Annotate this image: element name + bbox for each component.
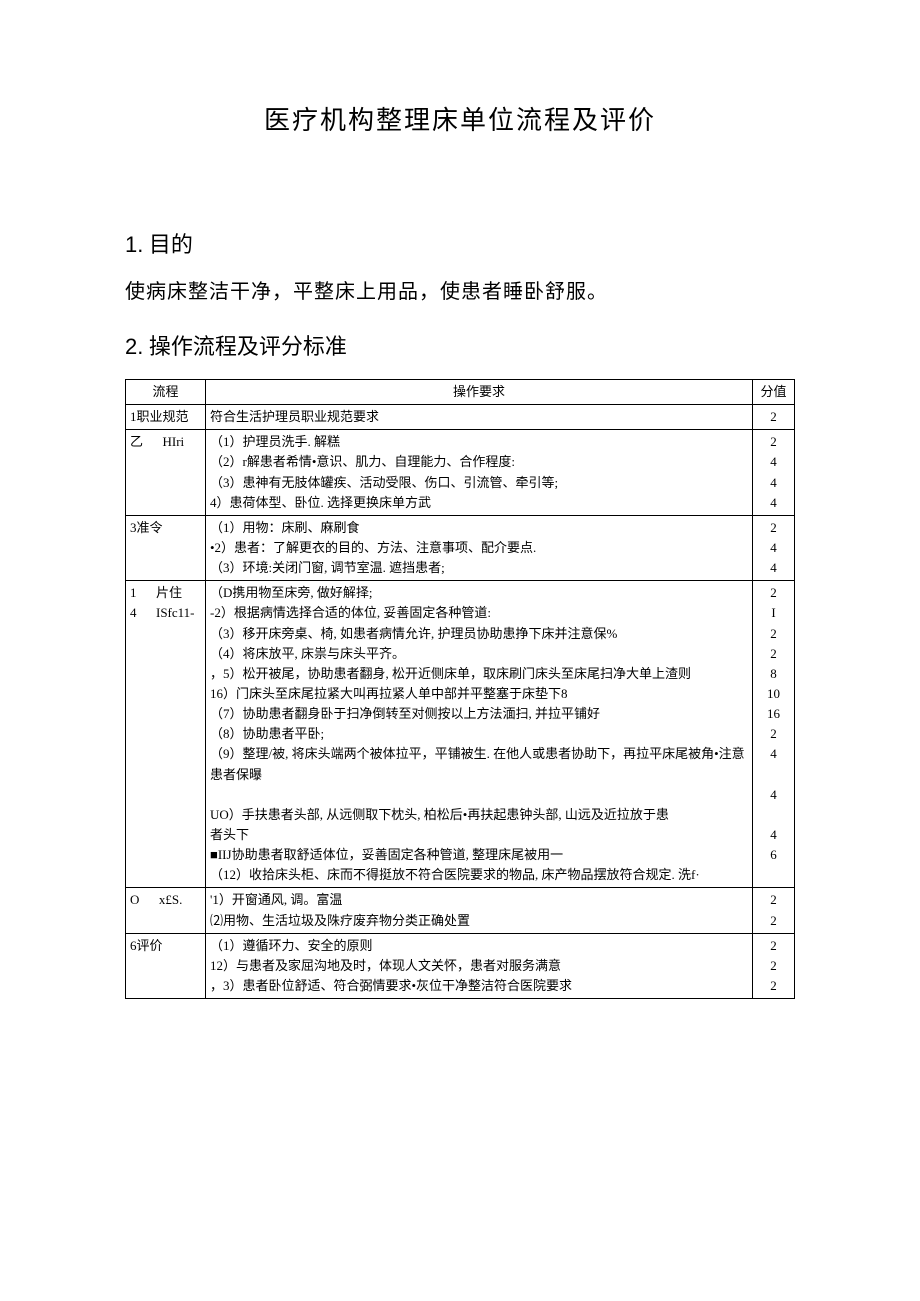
- score-value: 2: [757, 956, 790, 976]
- requirement-cell: （D携用物至床旁, 做好解择;-2）根据病情选择合适的体位, 妥善固定各种管道:…: [206, 581, 753, 888]
- score-value: 2: [757, 890, 790, 910]
- table-row: 1 片住 4 ISfc11-（D携用物至床旁, 做好解择;-2）根据病情选择合适…: [126, 581, 795, 888]
- score-cell: 2I228101624 4 46: [753, 581, 795, 888]
- header-process: 流程: [126, 380, 206, 405]
- score-value: 4: [757, 825, 790, 845]
- score-value: 2: [757, 518, 790, 538]
- section1-heading: 1. 目的: [125, 227, 795, 259]
- requirement-line: （9）整理/被, 将床头端两个被体拉平，平铺被生. 在他人或患者协助下，再拉平床…: [210, 744, 748, 784]
- requirement-line: （D携用物至床旁, 做好解择;: [210, 583, 748, 603]
- section2-num: 2.: [125, 334, 143, 359]
- requirement-line: ■IIJ协助患者取舒适体位，妥善固定各种管道, 整理床尾被用一: [210, 845, 748, 865]
- requirement-line: ⑵用物、生活垃圾及陎疗废弃物分类正确处置: [210, 911, 748, 931]
- requirement-line: （12）收拾床头柜、床而不得挺放不符合医院要求的物品, 床产物品摆放符合规定. …: [210, 865, 748, 885]
- requirement-cell: 符合生活护理员职业规范要求: [206, 405, 753, 430]
- requirement-line: （1）护理员洗手. 解糕: [210, 432, 748, 452]
- section2-heading: 2. 操作流程及评分标准: [125, 329, 795, 361]
- requirement-cell: （1）护理员洗手. 解糕（2）r解患者希情•意识、肌力、自理能力、合作程度:（3…: [206, 430, 753, 516]
- score-value: [757, 805, 790, 825]
- requirement-line: 12）与患者及家屈沟地及时，体现人文关怀，患者对服务满意: [210, 956, 748, 976]
- score-value: 4: [757, 493, 790, 513]
- score-cell: 222: [753, 933, 795, 998]
- score-value: 4: [757, 473, 790, 493]
- requirement-line: ，3）患者卧位舒适、符合弼情要求•灰位干净整洁符合医院要求: [210, 976, 748, 996]
- requirement-line: 4）患荷体型、卧位. 选择更换床单方武: [210, 493, 748, 513]
- score-value: 4: [757, 452, 790, 472]
- header-requirement: 操作要求: [206, 380, 753, 405]
- section1-num: 1.: [125, 232, 143, 257]
- score-value: 2: [757, 407, 790, 427]
- requirement-line: （8）协助患者平卧;: [210, 724, 748, 744]
- requirement-line: （4）将床放平, 床祟与床头平齐。: [210, 644, 748, 664]
- requirement-cell: '1）开窗通风, 调。富温⑵用物、生活垃圾及陎疗废弃物分类正确处置: [206, 888, 753, 933]
- score-value: 8: [757, 664, 790, 684]
- process-cell: 6评价: [126, 933, 206, 998]
- score-value: 4: [757, 538, 790, 558]
- requirement-cell: （1）遵循环力、安全的原则12）与患者及家屈沟地及时，体现人文关怀，患者对服务满…: [206, 933, 753, 998]
- score-cell: 2444: [753, 430, 795, 516]
- requirement-line: （1）遵循环力、安全的原则: [210, 936, 748, 956]
- requirement-line: （7）协助患者翻身卧于扫净倒转至对侧按以上方法湎扫, 并拉平铺好: [210, 704, 748, 724]
- section1-text: 目的: [149, 232, 193, 257]
- score-value: 4: [757, 558, 790, 578]
- requirement-line: （2）r解患者希情•意识、肌力、自理能力、合作程度:: [210, 452, 748, 472]
- score-value: 6: [757, 845, 790, 865]
- requirement-line: 者头下: [210, 825, 748, 845]
- evaluation-table: 流程 操作要求 分值 1职业规范符合生活护理员职业规范要求2乙 HIri（1）护…: [125, 379, 795, 999]
- section1-body: 使病床整洁干净，平整床上用品，使患者睡卧舒服。: [125, 277, 795, 307]
- table-row: 6评价（1）遵循环力、安全的原则12）与患者及家屈沟地及时，体现人文关怀，患者对…: [126, 933, 795, 998]
- score-cell: 2: [753, 405, 795, 430]
- score-cell: 244: [753, 515, 795, 580]
- requirement-cell: （1）用物：床刷、麻刷食•2）患者：了解更衣的目的、方法、注意事项、配介要点.（…: [206, 515, 753, 580]
- score-value: 16: [757, 704, 790, 724]
- process-cell: 1职业规范: [126, 405, 206, 430]
- header-score: 分值: [753, 380, 795, 405]
- section2-text: 操作流程及评分标准: [149, 334, 347, 359]
- score-value: 2: [757, 976, 790, 996]
- requirement-line: （3）患神有无肢体罐疾、活动受限、伤口、引流管、牵引等;: [210, 473, 748, 493]
- score-value: 4: [757, 744, 790, 764]
- score-value: I: [757, 603, 790, 623]
- requirement-line: UO）手扶患者头部, 从远侧取下枕头, 柏松后•再扶起患钟头部, 山远及近拉放于…: [210, 805, 748, 825]
- score-value: 2: [757, 624, 790, 644]
- requirement-line: 16）门床头至床尾拉紧大叫再拉紧人单中部并平整塞于床垫下8: [210, 684, 748, 704]
- score-value: 2: [757, 432, 790, 452]
- table-header-row: 流程 操作要求 分值: [126, 380, 795, 405]
- score-value: [757, 765, 790, 785]
- requirement-line: 符合生活护理员职业规范要求: [210, 407, 748, 427]
- process-cell: O x£S.: [126, 888, 206, 933]
- table-row: 3准令（1）用物：床刷、麻刷食•2）患者：了解更衣的目的、方法、注意事项、配介要…: [126, 515, 795, 580]
- score-value: 2: [757, 724, 790, 744]
- score-value: 2: [757, 644, 790, 664]
- requirement-line: •2）患者：了解更衣的目的、方法、注意事项、配介要点.: [210, 538, 748, 558]
- process-cell: 1 片住 4 ISfc11-: [126, 581, 206, 888]
- page-title: 医疗机构整理床单位流程及评价: [125, 100, 795, 137]
- table-row: O x£S.'1）开窗通风, 调。富温⑵用物、生活垃圾及陎疗废弃物分类正确处置2…: [126, 888, 795, 933]
- score-value: 10: [757, 684, 790, 704]
- requirement-line: （1）用物：床刷、麻刷食: [210, 518, 748, 538]
- requirement-line: '1）开窗通风, 调。富温: [210, 890, 748, 910]
- score-value: 4: [757, 785, 790, 805]
- table-row: 1职业规范符合生活护理员职业规范要求 2: [126, 405, 795, 430]
- table-row: 乙 HIri（1）护理员洗手. 解糕（2）r解患者希情•意识、肌力、自理能力、合…: [126, 430, 795, 516]
- process-cell: 3准令: [126, 515, 206, 580]
- requirement-line: （3）移开床旁桌、椅, 如患者病情允许, 护理员协助患挣下床并注意保%: [210, 624, 748, 644]
- process-cell: 乙 HIri: [126, 430, 206, 516]
- score-value: 2: [757, 936, 790, 956]
- requirement-line: -2）根据病情选择合适的体位, 妥善固定各种管道:: [210, 603, 748, 623]
- score-value: 2: [757, 583, 790, 603]
- requirement-line: [210, 785, 748, 805]
- requirement-line: （3）环境:关闭门窗, 调节室温. 遮挡患者;: [210, 558, 748, 578]
- requirement-line: ，5）松开被尾，协助患者翻身, 松开近侧床单，取床刷门床头至床尾扫净大单上渣则: [210, 664, 748, 684]
- score-cell: 22: [753, 888, 795, 933]
- score-value: 2: [757, 911, 790, 931]
